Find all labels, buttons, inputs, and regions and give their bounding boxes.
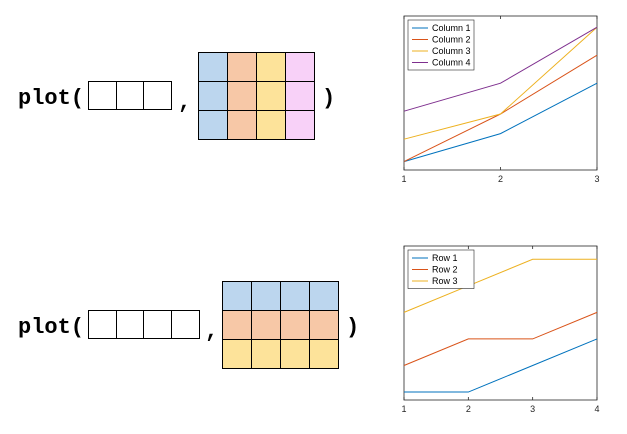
legend-label: Column 2	[432, 35, 471, 45]
matrix-cell	[256, 110, 286, 140]
matrix-cell	[227, 52, 257, 82]
vector-cell	[115, 310, 145, 339]
vector-x	[88, 310, 200, 339]
comma: ,	[205, 319, 219, 344]
matrix-cell	[251, 339, 281, 369]
plot-call-close: )	[322, 86, 336, 111]
series-line	[403, 26, 598, 112]
matrix-cell	[251, 281, 281, 311]
x-tick-label: 3	[530, 404, 535, 414]
matrix-cell	[309, 281, 339, 311]
matrix-cell	[309, 339, 339, 369]
series-line	[404, 338, 598, 393]
plot-call-open: plot(	[18, 315, 85, 340]
matrix-cell	[198, 81, 228, 111]
legend-label: Row 3	[432, 276, 458, 286]
plot-call-close: )	[346, 315, 360, 340]
legend-label: Column 3	[432, 46, 471, 56]
matrix-cell	[280, 310, 310, 340]
x-tick-label: 1	[401, 404, 406, 414]
x-tick-label: 4	[594, 404, 599, 414]
matrix-cell	[227, 81, 257, 111]
vector-cell	[88, 310, 117, 339]
series-line	[403, 82, 598, 163]
x-tick-label: 2	[498, 174, 503, 184]
plot-call-open: plot(	[18, 86, 85, 111]
vector-cell	[115, 81, 145, 110]
vector-cell	[143, 81, 172, 110]
vector-cell	[143, 310, 172, 339]
legend-label: Column 4	[432, 58, 471, 68]
series-line	[403, 311, 598, 366]
legend-label: Column 1	[432, 23, 471, 33]
matrix-cell	[198, 52, 228, 82]
legend-label: Row 1	[432, 253, 458, 263]
matrix-y-rows	[222, 281, 339, 369]
matrix-y-columns	[198, 52, 315, 140]
comma: ,	[178, 90, 192, 115]
vector-cell	[170, 310, 200, 339]
series-line	[403, 26, 598, 140]
matrix-cell	[198, 110, 228, 140]
matrix-cell	[222, 281, 252, 311]
matrix-cell	[280, 281, 310, 311]
vector-x	[88, 81, 172, 110]
x-tick-label: 3	[594, 174, 599, 184]
matrix-cell	[285, 52, 315, 82]
x-tick-label: 1	[401, 174, 406, 184]
series-line	[403, 258, 597, 313]
matrix-cell	[227, 110, 257, 140]
matrix-cell	[256, 81, 286, 111]
matrix-cell	[222, 310, 252, 340]
matrix-cell	[309, 310, 339, 340]
matrix-cell	[285, 110, 315, 140]
vector-cell	[88, 81, 117, 110]
matrix-cell	[280, 339, 310, 369]
legend-label: Row 2	[432, 265, 458, 275]
x-tick-label: 2	[466, 404, 471, 414]
matrix-cell	[251, 310, 281, 340]
matrix-cell	[285, 81, 315, 111]
matrix-cell	[222, 339, 252, 369]
matrix-cell	[256, 52, 286, 82]
